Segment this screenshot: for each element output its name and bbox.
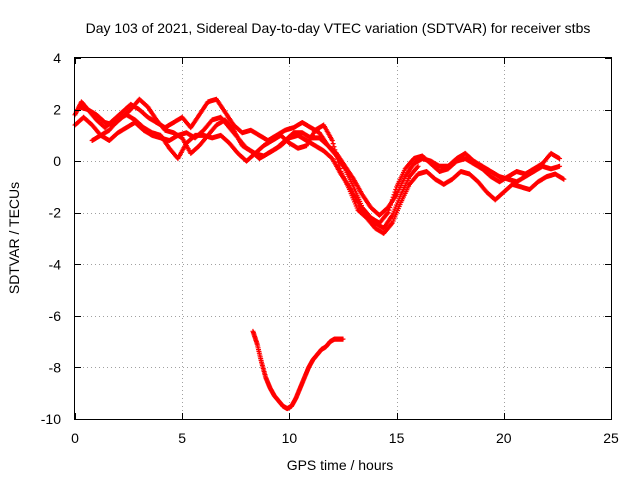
y-tick-label: -10 [41,411,61,427]
series-track-a [72,96,563,226]
y-tick-label: 4 [53,50,61,66]
axis-ticks: 0 5 10 15 20 25 -10 -8 -6 -4 -2 0 2 4 [41,50,619,446]
y-axis-label: SDTVAR / TECUs [6,182,22,294]
data-point [340,336,346,342]
series-track-c [76,96,563,218]
data-point [415,163,421,169]
data-point [331,144,337,150]
chart-title: Day 103 of 2021, Sidereal Day-to-day VTE… [86,20,591,36]
data-point [337,165,343,171]
data-point [392,189,398,195]
data-point [329,138,335,144]
y-tick-label: 2 [53,102,61,118]
y-tick-label: -2 [49,205,62,221]
data-point [330,141,336,147]
data-point [230,126,236,132]
data-point [332,147,338,153]
data-point [388,221,394,227]
y-tick-label: 0 [53,153,61,169]
y-tick-label: -8 [49,359,62,375]
x-tick-label: 5 [178,430,186,446]
data-point [334,153,340,159]
data-point [336,162,342,168]
x-axis-label: GPS time / hours [287,457,394,473]
data-point [384,211,390,217]
x-tick-label: 20 [496,430,512,446]
x-tick-label: 10 [282,430,298,446]
data-point [557,163,563,169]
x-tick-label: 15 [389,430,405,446]
plot-frame [74,57,612,420]
series-track-low [250,328,346,412]
x-tick-label: 25 [603,430,619,446]
data-point [561,176,567,182]
grid [75,58,611,419]
data-marks [72,96,567,412]
y-tick-label: -6 [49,308,62,324]
data-point [334,156,340,162]
y-tick-label: -4 [49,256,62,272]
data-point [414,164,420,170]
data-point [333,150,339,156]
series-track-d [89,112,421,231]
data-point [557,156,563,162]
x-tick-label: 0 [71,430,79,446]
data-point [335,159,341,165]
data-point [385,210,391,216]
